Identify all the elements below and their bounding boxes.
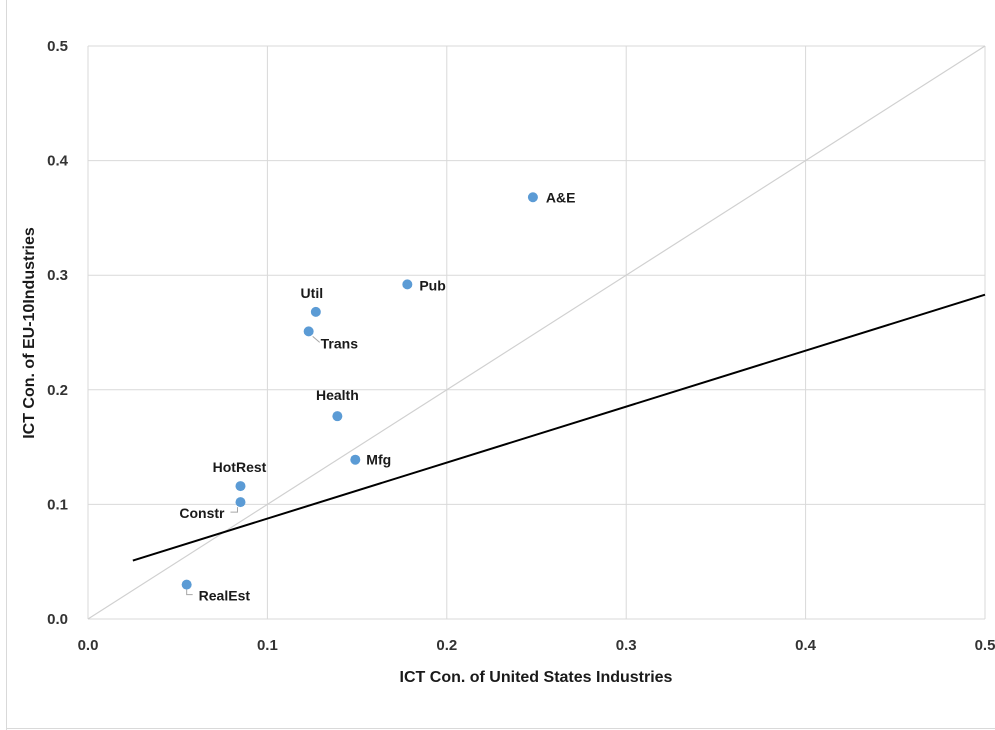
data-point-ae	[527, 192, 538, 203]
trend-line	[132, 293, 986, 562]
data-points	[181, 192, 538, 590]
x-tick-label-2: 0.2	[436, 637, 457, 654]
leader-line-3	[312, 335, 320, 343]
point-label-constr: Constr	[179, 505, 225, 521]
leader-line-8	[186, 589, 193, 596]
data-point-constr	[235, 497, 246, 508]
data-point-trans	[303, 326, 314, 337]
x-tick-label-3: 0.3	[616, 637, 637, 654]
data-point-util	[310, 306, 321, 317]
y-tick-label-1: 0.1	[47, 496, 68, 513]
data-point-pub	[402, 279, 413, 290]
point-label-util: Util	[301, 285, 324, 301]
y-axis-title: ICT Con. of EU-10Industries	[21, 227, 38, 439]
point-labels: A&E Pub Util Trans Health Mfg HotRest Constr Rea…	[179, 189, 575, 603]
point-label-trans: Trans	[321, 335, 359, 351]
point-label-ae: A&E	[546, 189, 576, 205]
x-axis-title: ICT Con. of United States Industries	[400, 669, 673, 686]
point-label-pub: Pub	[419, 277, 445, 293]
x-tick-label-5: 0.5	[975, 637, 995, 654]
tick-labels: 0.0 0.1 0.2 0.3 0.4 0.5 0.0 0.1 0.2 0.3 0.4 0.5	[47, 38, 995, 654]
chart-frame-bottom	[6, 728, 995, 729]
point-label-mfg: Mfg	[366, 452, 391, 468]
diagonal-reference-line	[87, 45, 986, 620]
y-tick-label-5: 0.5	[47, 38, 68, 55]
point-label-hotrest: HotRest	[213, 459, 267, 475]
point-label-realest: RealEst	[199, 588, 251, 604]
x-tick-label-1: 0.1	[257, 637, 278, 654]
point-label-health: Health	[316, 387, 359, 403]
y-tick-label-4: 0.4	[47, 153, 69, 170]
y-tick-label-2: 0.2	[47, 382, 68, 399]
leader-line-7	[230, 507, 238, 513]
x-tick-label-0: 0.0	[78, 637, 99, 654]
data-point-hotrest	[235, 481, 246, 492]
data-point-mfg	[350, 454, 361, 465]
x-tick-label-4: 0.4	[795, 637, 817, 654]
data-point-realest	[181, 579, 192, 590]
grid-lines	[87, 45, 986, 620]
y-tick-label-0: 0.0	[47, 611, 68, 628]
data-point-health	[332, 411, 343, 422]
y-tick-label-3: 0.3	[47, 267, 68, 284]
reference-lines	[87, 45, 986, 620]
chart-frame-left	[6, 0, 7, 730]
